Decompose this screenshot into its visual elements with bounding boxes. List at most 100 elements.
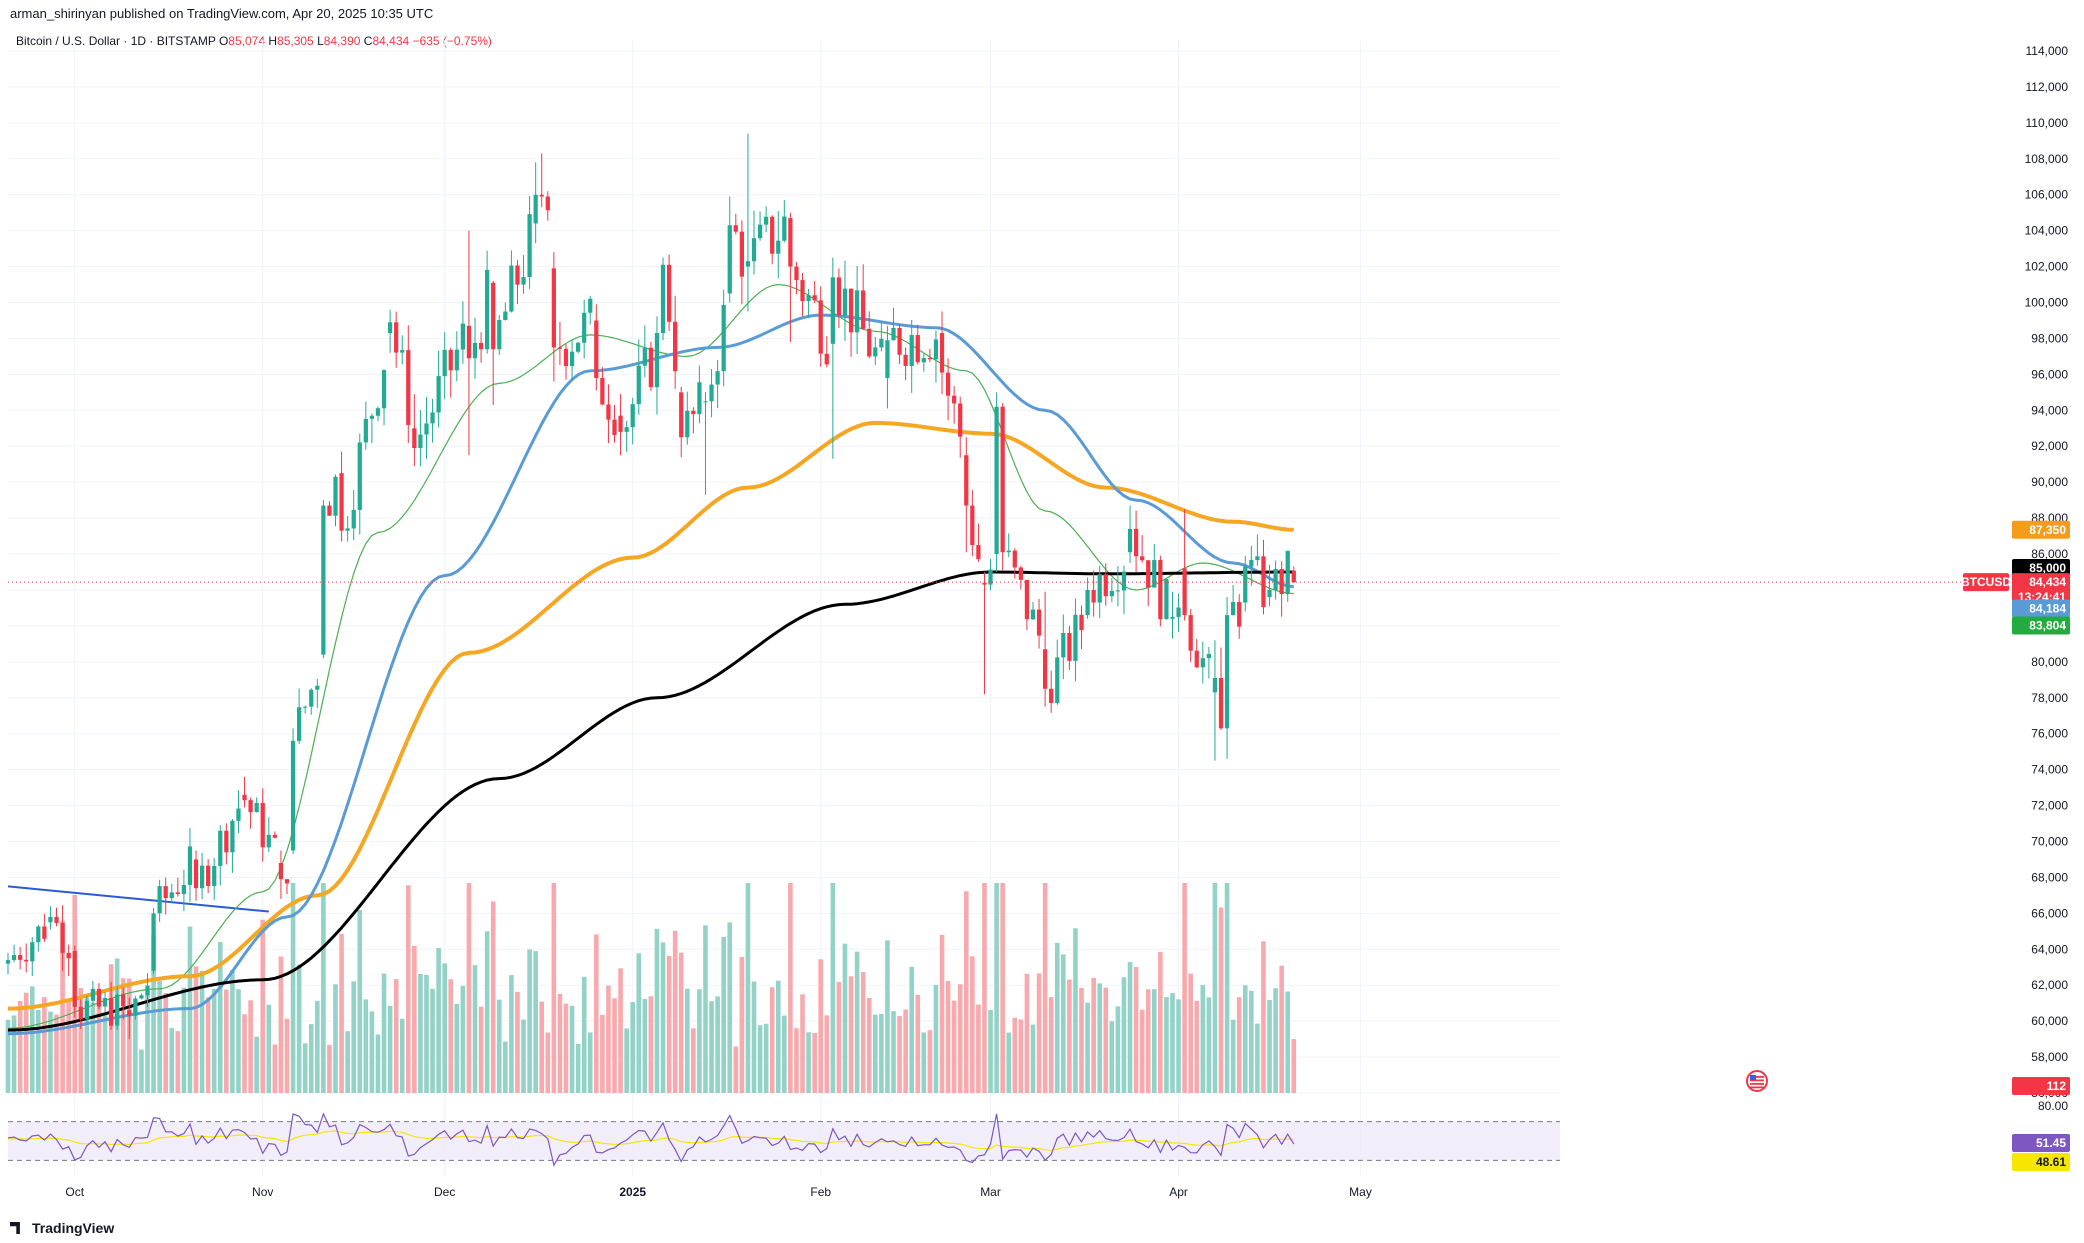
close-value: 84,434 <box>372 34 410 48</box>
volume-bar <box>1206 997 1212 1093</box>
candle-body <box>1024 579 1030 620</box>
candle-body <box>345 528 350 531</box>
volume-bar <box>691 1028 696 1093</box>
us-flag-stripe <box>1750 1076 1764 1078</box>
volume-bar <box>970 956 975 1093</box>
price-tick-label: 72,000 <box>2031 799 2068 813</box>
price-axis[interactable]: 56,00058,00060,00062,00064,00066,00068,0… <box>2025 44 2069 1113</box>
volume-bar <box>800 994 805 1093</box>
price-tick-label: 62,000 <box>2031 978 2068 992</box>
candle-body <box>1030 609 1036 620</box>
rsi-ma-badge: 48.61 <box>2036 1155 2066 1169</box>
volume-bar <box>660 942 666 1093</box>
candle-body <box>515 265 520 285</box>
volume-bar <box>448 979 454 1093</box>
volume-bar <box>806 1032 811 1093</box>
us-flag-stripe <box>1750 1086 1764 1089</box>
volume-bar <box>1158 951 1163 1093</box>
candle-body <box>1176 607 1181 617</box>
candle-body <box>254 802 259 813</box>
volume-bar <box>393 979 399 1093</box>
volume-bar <box>521 1019 526 1093</box>
us-flag-icon[interactable] <box>1746 1070 1768 1092</box>
rsi-band <box>8 1121 1560 1161</box>
ma100-line <box>7 420 1294 1011</box>
volume-bar <box>23 992 29 1093</box>
time-tick-label: Dec <box>434 1185 455 1199</box>
volume-bar <box>139 1049 144 1093</box>
candle-body <box>321 505 326 655</box>
candle-body <box>230 820 235 853</box>
volume-bar <box>745 883 751 1093</box>
trendline-layer[interactable] <box>7 885 269 913</box>
volume-bar <box>96 998 102 1093</box>
volume-bar <box>236 989 241 1093</box>
volume-bar <box>412 945 417 1093</box>
candle-body <box>1018 567 1023 580</box>
candle-body <box>5 960 11 964</box>
candle-body <box>891 327 896 341</box>
volume-bar <box>478 1006 484 1093</box>
candle-body <box>879 338 884 348</box>
candle-body <box>873 347 878 357</box>
volume-bar <box>339 933 344 1093</box>
volume-bar <box>1097 983 1103 1093</box>
candle-body <box>102 998 108 1007</box>
symbol-name[interactable]: Bitcoin / U.S. Dollar · 1D · BITSTAMP <box>16 34 216 48</box>
candle-body <box>618 415 623 432</box>
volume-bar <box>217 942 223 1093</box>
candle-body <box>739 231 744 277</box>
candle-body <box>260 802 265 848</box>
candle-body <box>1012 550 1017 568</box>
open-value: 85,074 <box>228 34 265 48</box>
candle-body <box>242 794 247 801</box>
volume-bar <box>775 980 781 1093</box>
candle-body <box>582 312 587 343</box>
candle-body <box>181 884 187 895</box>
candle-body <box>400 350 405 353</box>
candlesticks[interactable] <box>5 133 1296 1040</box>
volume-bar <box>1067 979 1072 1093</box>
candle-body <box>1218 677 1224 729</box>
volume-bar <box>321 883 326 1093</box>
candle-body <box>1194 650 1199 668</box>
price-tick-label: 96,000 <box>2031 367 2068 381</box>
volume-bar <box>879 1013 884 1093</box>
candle-body <box>303 706 308 708</box>
volume-bar <box>994 883 999 1093</box>
volume-bar <box>1115 1006 1121 1093</box>
volume-bar <box>1139 1009 1145 1093</box>
candle-body <box>1261 556 1266 608</box>
volume-bar <box>1036 973 1042 1093</box>
volume-bar <box>612 998 617 1093</box>
candle-body <box>351 509 356 529</box>
candle-body <box>454 349 459 371</box>
time-axis[interactable]: Oct Nov Dec 2025 Feb Mar Apr May <box>65 1185 1371 1199</box>
volume-bar <box>1103 987 1109 1093</box>
volume-bar <box>581 976 587 1093</box>
candle-body <box>36 926 41 943</box>
volume-bar <box>1109 1021 1115 1093</box>
candle-body <box>636 365 641 405</box>
volume-bar <box>727 922 733 1093</box>
candle-body <box>691 410 696 415</box>
candle-body <box>1237 602 1242 627</box>
volume-bar <box>1212 883 1218 1093</box>
candle-body <box>679 392 684 438</box>
volume-bar <box>1279 965 1284 1093</box>
volume-bar <box>1261 941 1266 1093</box>
candle-body <box>1206 653 1212 659</box>
volume-bar <box>145 990 150 1093</box>
volume-bar <box>224 989 229 1093</box>
volume-bar <box>624 1028 629 1093</box>
rsi-line <box>7 1112 1295 1167</box>
candle-body <box>157 886 162 914</box>
candle-body <box>418 434 423 449</box>
tradingview-logo[interactable]: TradingView <box>10 1220 114 1236</box>
candle-body <box>1042 649 1048 689</box>
volume-bar <box>1127 962 1133 1093</box>
volume-bar <box>1255 1023 1260 1093</box>
candle-body <box>988 569 993 585</box>
volume-bar <box>211 988 217 1093</box>
